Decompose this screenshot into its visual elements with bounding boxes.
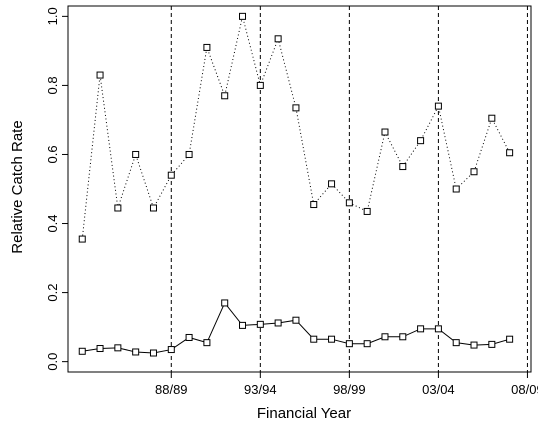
plot-frame — [67, 5, 532, 373]
data-point — [274, 319, 282, 327]
data-point — [506, 149, 514, 157]
data-point — [488, 340, 496, 348]
data-point — [114, 204, 122, 212]
data-point — [452, 339, 460, 347]
data-point — [328, 335, 336, 343]
data-point — [132, 348, 140, 356]
data-point — [381, 128, 389, 136]
data-point — [96, 71, 104, 79]
y-axis: 0.0 0.2 0.4 0.6 0.8 1.0 — [45, 7, 68, 371]
data-point — [434, 325, 442, 333]
data-point — [292, 104, 300, 112]
data-point — [470, 168, 478, 176]
data-point — [221, 92, 229, 100]
data-point — [310, 201, 318, 209]
data-point — [78, 347, 86, 355]
series-line — [81, 16, 511, 240]
data-point — [149, 204, 157, 212]
data-point — [452, 185, 460, 193]
data-point — [399, 163, 407, 171]
series-2 — [78, 299, 514, 357]
data-point — [256, 320, 264, 328]
data-point — [417, 137, 425, 145]
data-point — [239, 12, 247, 20]
x-tick-label: 03/04 — [422, 382, 455, 397]
data-point — [470, 341, 478, 349]
data-point — [274, 35, 282, 43]
data-point — [345, 199, 353, 207]
series-line — [82, 301, 510, 354]
data-point — [256, 81, 264, 89]
series-layer — [78, 12, 514, 357]
x-tick-label: 98/99 — [333, 382, 366, 397]
data-point — [310, 335, 318, 343]
y-tick-label: 1.0 — [45, 7, 60, 25]
data-point — [328, 180, 336, 188]
data-point — [78, 235, 86, 243]
data-point — [363, 207, 371, 215]
data-point — [167, 171, 175, 179]
data-point — [399, 333, 407, 341]
x-tick-label: 93/94 — [244, 382, 277, 397]
reference-lines — [170, 6, 528, 372]
data-point — [185, 333, 193, 341]
data-point — [203, 339, 211, 347]
y-tick-label: 0.8 — [45, 76, 60, 94]
data-point — [132, 150, 140, 158]
data-point — [292, 316, 300, 324]
data-point — [149, 349, 157, 357]
y-tick-label: 0.0 — [45, 353, 60, 371]
y-tick-label: 0.4 — [45, 214, 60, 232]
data-point — [488, 114, 496, 122]
x-tick-label: 88/89 — [155, 382, 188, 397]
x-tick-label: 08/09 — [511, 382, 538, 397]
data-point — [345, 340, 353, 348]
data-point — [363, 340, 371, 348]
data-point — [185, 150, 193, 158]
data-point — [167, 346, 175, 354]
y-axis-title: Relative Catch Rate — [9, 120, 26, 253]
data-point — [506, 335, 514, 343]
data-point — [381, 333, 389, 341]
x-axis: 88/89 93/94 98/99 03/04 08/09 — [155, 372, 538, 397]
data-point — [239, 321, 247, 329]
series-1 — [78, 12, 514, 243]
data-point — [203, 43, 211, 51]
data-point — [417, 325, 425, 333]
x-axis-title: Financial Year — [257, 405, 351, 422]
data-point — [114, 344, 122, 352]
y-tick-label: 0.2 — [45, 284, 60, 302]
data-point — [96, 345, 104, 353]
y-tick-label: 0.6 — [45, 145, 60, 163]
data-point — [221, 299, 229, 307]
data-point — [434, 102, 442, 110]
